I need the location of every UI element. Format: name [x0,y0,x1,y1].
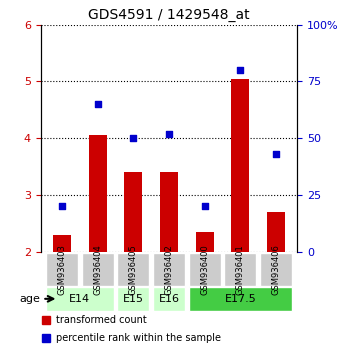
Text: transformed count: transformed count [56,315,147,325]
FancyBboxPatch shape [117,287,149,310]
FancyBboxPatch shape [224,253,257,286]
Text: E15: E15 [123,294,144,304]
Bar [232,79,249,354]
Text: E16: E16 [159,294,179,304]
Point [59,204,65,209]
Text: GSM936406: GSM936406 [271,244,281,295]
Text: GSM936401: GSM936401 [236,244,245,295]
Point [166,131,172,137]
Title: GDS4591 / 1429548_at: GDS4591 / 1429548_at [88,8,250,22]
Text: GSM936402: GSM936402 [165,244,173,295]
FancyBboxPatch shape [189,287,292,310]
Point [238,67,243,73]
Bar [267,212,285,354]
Point [130,135,136,141]
FancyBboxPatch shape [81,253,114,286]
Point [95,101,100,107]
Bar [160,172,178,354]
FancyBboxPatch shape [46,253,78,286]
Text: age: age [20,294,41,304]
FancyBboxPatch shape [46,287,114,310]
Text: GSM936403: GSM936403 [57,244,67,295]
Point [202,204,208,209]
Point [273,151,279,157]
Bar [53,235,71,354]
Bar [196,232,214,354]
FancyBboxPatch shape [260,253,292,286]
Text: GSM936400: GSM936400 [200,244,209,295]
FancyBboxPatch shape [117,253,149,286]
Text: GSM936405: GSM936405 [129,244,138,295]
Bar [89,135,106,354]
FancyBboxPatch shape [153,253,185,286]
Text: E14: E14 [69,294,90,304]
FancyBboxPatch shape [189,253,221,286]
Bar [124,172,142,354]
Text: percentile rank within the sample: percentile rank within the sample [56,333,221,343]
FancyBboxPatch shape [153,287,185,310]
Text: E17.5: E17.5 [224,294,256,304]
Text: GSM936404: GSM936404 [93,244,102,295]
